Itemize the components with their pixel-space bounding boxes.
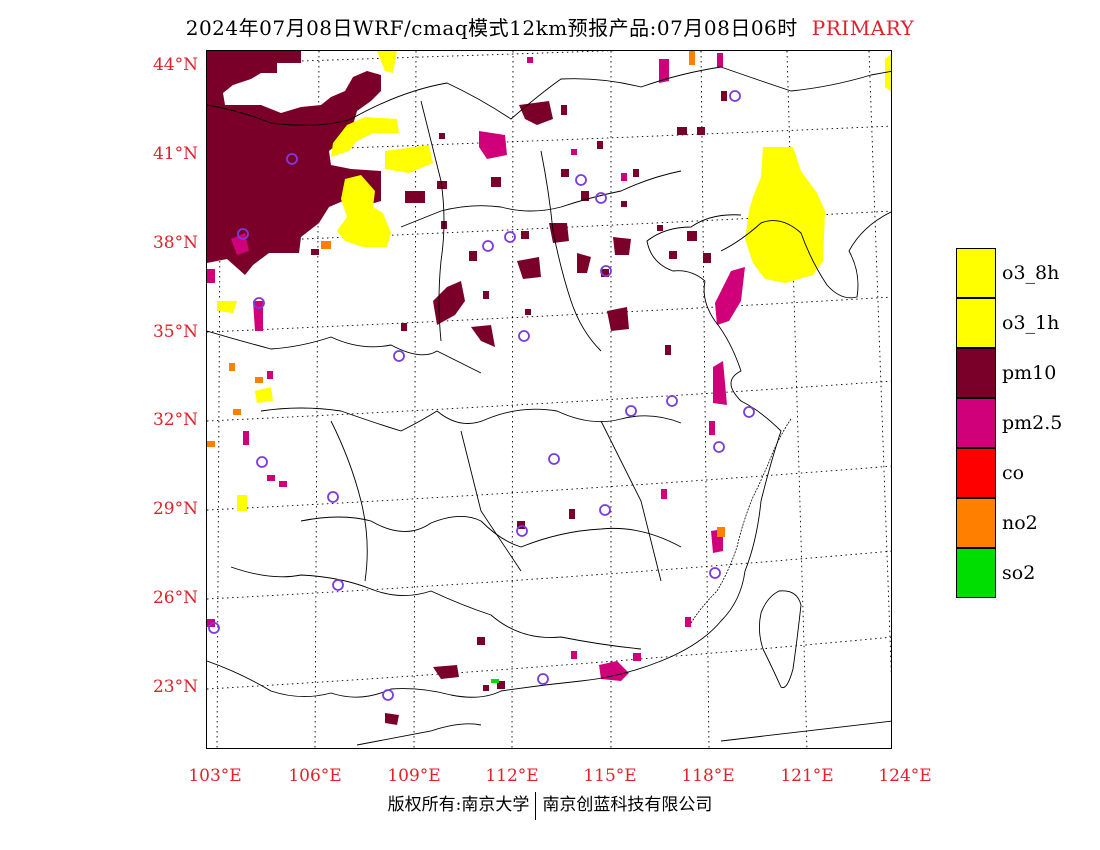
lat-label-32: 32°N	[152, 410, 198, 430]
legend-label: so2	[1002, 562, 1036, 584]
o3-regions	[217, 51, 891, 511]
station-marker	[256, 456, 268, 468]
legend-swatch	[956, 348, 996, 398]
lon-label-118: 118°E	[681, 766, 735, 786]
station-marker	[208, 622, 220, 634]
map-title: 2024年07月08日WRF/cmaq模式12km预报产品:07月08日06时 P…	[0, 12, 1100, 41]
legend-swatch	[956, 298, 996, 348]
primary-tag: PRIMARY	[811, 16, 915, 40]
legend-swatch	[956, 248, 996, 298]
lat-label-26: 26°N	[152, 588, 198, 608]
map-frame	[206, 50, 892, 749]
legend-item-no2: no2	[956, 498, 1078, 548]
station-marker	[482, 240, 494, 252]
pollutant-legend: o3_8h o3_1h pm10 pm2.5 co no2 so2	[956, 248, 1078, 598]
forecast-map	[207, 51, 891, 748]
lat-label-38: 38°N	[152, 233, 198, 253]
station-marker	[713, 441, 725, 453]
station-markers	[208, 90, 755, 701]
station-marker	[575, 174, 587, 186]
station-marker	[548, 453, 560, 465]
station-marker	[382, 689, 394, 701]
station-marker	[600, 265, 612, 277]
legend-swatch	[956, 548, 996, 598]
boundaries	[207, 66, 891, 746]
station-marker	[332, 579, 344, 591]
legend-item-pm10: pm10	[956, 348, 1078, 398]
copyright-right: 南京创蓝科技有限公司	[542, 795, 713, 815]
station-marker	[253, 297, 265, 309]
legend-label: o3_1h	[1002, 312, 1060, 334]
copyright-footer: 版权所有:南京大学 南京创蓝科技有限公司	[0, 790, 1100, 820]
lon-label-115: 115°E	[583, 766, 637, 786]
station-marker	[237, 228, 249, 240]
scattered-grid-cells	[207, 51, 727, 691]
legend-item-o3-1h: o3_1h	[956, 298, 1078, 348]
station-marker	[518, 330, 530, 342]
legend-swatch	[956, 398, 996, 448]
legend-item-so2: so2	[956, 548, 1078, 598]
legend-swatch	[956, 498, 996, 548]
lon-label-109: 109°E	[387, 766, 441, 786]
station-marker	[393, 350, 405, 362]
legend-label: o3_8h	[1002, 262, 1060, 284]
station-marker	[743, 406, 755, 418]
station-marker	[625, 405, 637, 417]
legend-label: pm2.5	[1002, 412, 1063, 434]
coastline-southeast	[690, 418, 792, 624]
lon-label-121: 121°E	[780, 766, 834, 786]
lon-label-106: 106°E	[288, 766, 342, 786]
copyright-left: 版权所有:南京大学	[387, 795, 530, 815]
lat-label-35: 35°N	[152, 322, 198, 342]
lon-label-103: 103°E	[188, 766, 242, 786]
legend-item-o3-8h: o3_8h	[956, 248, 1078, 298]
legend-swatch	[956, 448, 996, 498]
lon-label-112: 112°E	[485, 766, 539, 786]
taiwan-outline	[758, 590, 802, 689]
station-marker	[599, 504, 611, 516]
lon-label-124: 124°E	[878, 766, 932, 786]
lat-label-44: 44°N	[152, 55, 198, 75]
station-marker	[327, 491, 339, 503]
legend-label: pm10	[1002, 362, 1057, 384]
title-text: 2024年07月08日WRF/cmaq模式12km预报产品:07月08日06时	[185, 16, 798, 40]
station-marker	[286, 153, 298, 165]
legend-label: co	[1002, 462, 1025, 484]
station-marker	[504, 231, 516, 243]
station-marker	[729, 90, 741, 102]
station-marker	[537, 673, 549, 685]
lat-label-23: 23°N	[152, 677, 198, 697]
legend-item-pm25: pm2.5	[956, 398, 1078, 448]
lat-label-41: 41°N	[152, 144, 198, 164]
lat-label-29: 29°N	[152, 499, 198, 519]
station-marker	[666, 395, 678, 407]
legend-label: no2	[1002, 512, 1038, 534]
station-marker	[709, 567, 721, 579]
footer-divider	[535, 791, 537, 820]
station-marker	[595, 192, 607, 204]
station-marker	[516, 525, 528, 537]
legend-item-co: co	[956, 448, 1078, 498]
